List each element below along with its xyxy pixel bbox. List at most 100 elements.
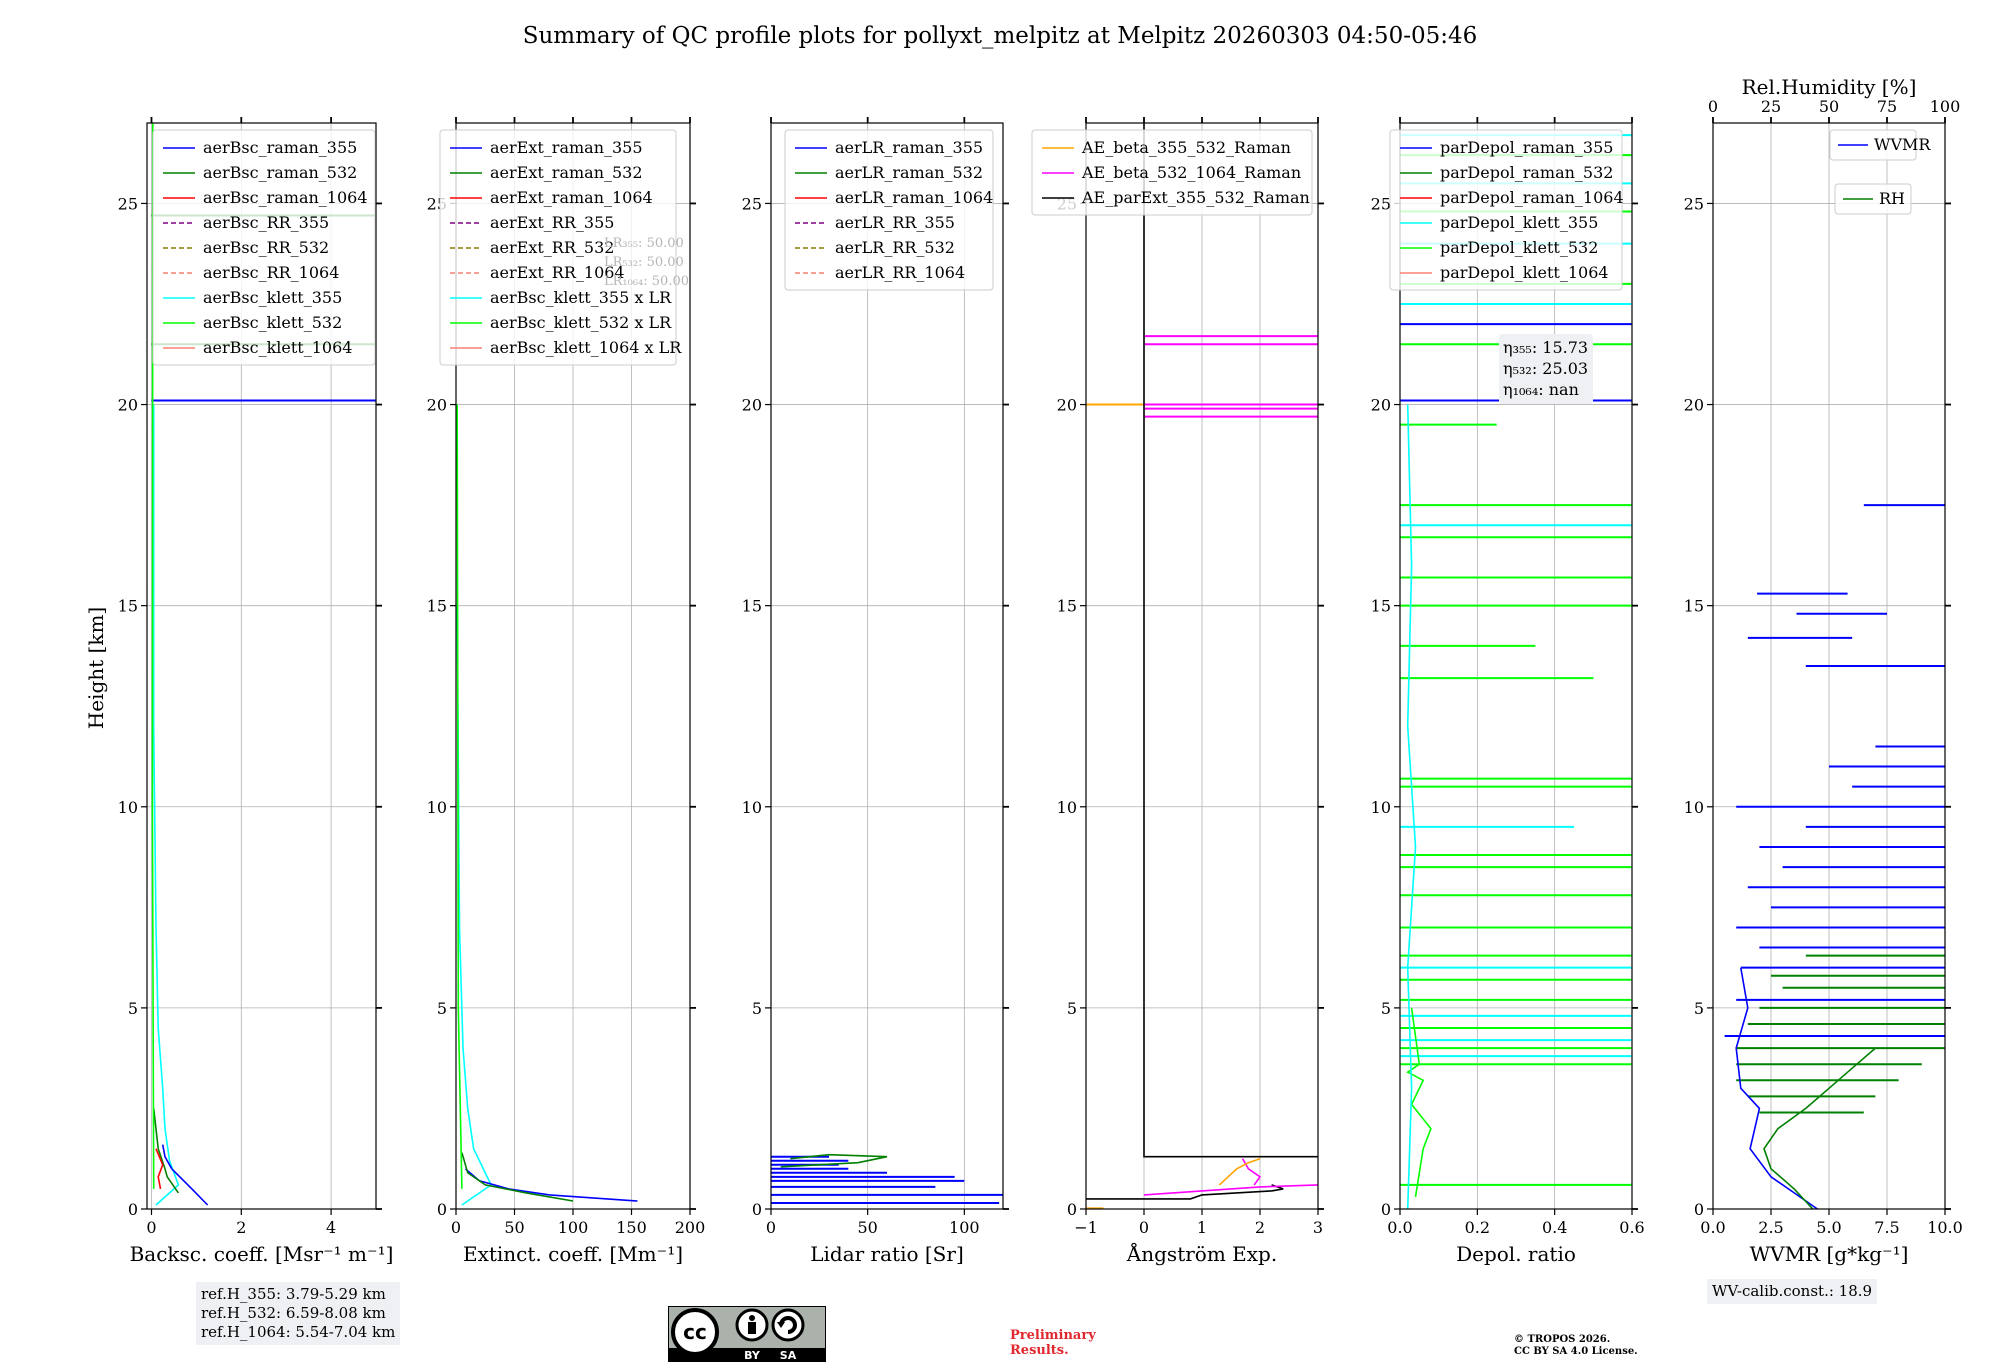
sa-share-icon	[771, 1308, 805, 1342]
by-label: BY	[744, 1349, 761, 1362]
copyright-line-2: CC BY SA 4.0 License.	[1514, 1346, 1638, 1357]
x-tick-label: 200	[675, 1218, 706, 1237]
legend-label: aerLR_RR_355	[835, 213, 955, 232]
series-AE_parExt_355_532_Raman	[1086, 1184, 1284, 1200]
panel-depol: 0 5 10 15 20 25 0.0 0.2 0.4 0.6 Depol. ratio parDep…	[1371, 117, 1645, 1266]
copyright-note: © TROPOS 2026. CC BY SA 4.0 License.	[1514, 1334, 1638, 1358]
top-axis-label: Rel.Humidity [%]	[1742, 75, 1917, 99]
x-tick-label: 0.4	[1542, 1218, 1567, 1237]
preliminary-results-note: Preliminary Results.	[1010, 1328, 1096, 1358]
preliminary-line-2: Results.	[1010, 1343, 1069, 1358]
y-tick-label: 15	[742, 597, 762, 616]
y-tick-label: 25	[1684, 194, 1704, 213]
legend-frame	[439, 129, 677, 366]
legend-label: aerBsc_klett_532 x LR	[490, 313, 672, 332]
y-tick-label: 5	[437, 999, 447, 1018]
ref-height-532: ref.H_532: 6.59-8.08 km	[201, 1304, 386, 1322]
y-tick-label: 15	[1684, 597, 1704, 616]
y-tick-label: 0	[128, 1200, 138, 1219]
y-tick-label: 15	[1057, 597, 1077, 616]
axes-frame	[1399, 122, 1633, 1210]
legend-label: aerLR_raman_355	[835, 138, 983, 157]
y-tick-label: 5	[128, 999, 138, 1018]
eta-annotation: η₃₅₅: 15.73	[1503, 338, 1588, 357]
x-axis-label: Backsc. coeff. [Msr⁻¹ m⁻¹]	[130, 1242, 394, 1266]
legend-label: WVMR	[1874, 135, 1931, 154]
series-AE_parExt_355_532_Raman	[1143, 123, 1318, 1158]
series-AE_beta_532_1064_Raman	[1143, 1184, 1318, 1196]
y-tick-label: 5	[1381, 999, 1391, 1018]
y-tick-label: 20	[742, 396, 762, 415]
lidar-ratio-annotation: LR₃₅₅: 50.00	[604, 236, 684, 251]
cc-circle-icon	[671, 1308, 719, 1356]
series-WVMR	[1735, 967, 1818, 1209]
legend-label: AE_beta_532_1064_Raman	[1081, 163, 1301, 182]
legend-label: AE_parExt_355_532_Raman	[1081, 188, 1310, 207]
legend-frame	[1389, 129, 1623, 291]
axes-frame	[146, 122, 377, 1210]
y-tick-label: 20	[1057, 396, 1077, 415]
legend-label: RH	[1879, 189, 1905, 208]
x-tick-label: 2	[236, 1218, 246, 1237]
plot-data	[456, 404, 638, 1206]
legend: aerLR_raman_355 aerLR_raman_532 aerLR_rama…	[784, 129, 994, 291]
legend-frame	[152, 129, 376, 366]
x-tick-label: 50	[504, 1218, 524, 1237]
top-tick-label: 100	[1930, 97, 1961, 116]
top-tick-label: 25	[1761, 97, 1781, 116]
legend-label: parDepol_raman_355	[1440, 138, 1613, 157]
legend: aerExt_raman_355 aerExt_raman_532 aerExt_r…	[439, 129, 682, 366]
legend-label: aerBsc_klett_355	[203, 288, 342, 307]
series-aerExt_raman_532	[461, 1152, 574, 1202]
x-tick-label: 2.5	[1758, 1218, 1783, 1237]
legend: AE_beta_355_532_Raman AE_beta_532_1064_Ra…	[1031, 129, 1313, 216]
y-tick-label: 0	[437, 1200, 447, 1219]
series-aerBsc_raman_355	[161, 1144, 209, 1206]
legend-label: aerBsc_RR_532	[203, 238, 329, 257]
x-tick-label: 2	[1255, 1218, 1265, 1237]
wv-calibration-constant: WV-calib.const.: 18.9	[1712, 1282, 1873, 1300]
series-aerBsc_raman_1064	[155, 1148, 164, 1190]
y-tick-label: 5	[1067, 999, 1077, 1018]
series-AE_beta_355_532_Raman	[1218, 1157, 1261, 1186]
y-tick-label: 5	[1694, 999, 1704, 1018]
y-tick-label: 20	[427, 396, 447, 415]
y-tick-label: 25	[742, 194, 762, 213]
x-axis-label: Depol. ratio	[1456, 1242, 1576, 1266]
x-tick-label: 1	[1197, 1218, 1207, 1237]
x-tick-label: 10.0	[1927, 1218, 1963, 1237]
ref-height-355: ref.H_355: 3.79-5.29 km	[201, 1285, 386, 1303]
x-axis-label: Ångström Exp.	[1126, 1241, 1277, 1266]
ref-height-1064: ref.H_1064: 5.54-7.04 km	[201, 1323, 396, 1341]
top-tick-label: 0	[1708, 97, 1718, 116]
x-tick-label: 0.2	[1465, 1218, 1490, 1237]
legend-label: aerExt_RR_355	[490, 213, 614, 232]
x-tick-label: 7.5	[1874, 1218, 1899, 1237]
x-tick-label: −1	[1074, 1218, 1098, 1237]
y-tick-label: 0	[752, 1200, 762, 1219]
series-parDepol_klett_355	[1406, 404, 1417, 1209]
series-parDepol_klett_532	[1406, 1007, 1432, 1198]
wv-calibration-box: WV-calib.const.: 18.9	[1707, 1279, 1878, 1304]
x-axis-label: WVMR [g*kg⁻¹]	[1750, 1242, 1909, 1266]
series-aerBsc_raman_532	[152, 1108, 180, 1194]
panel-lidar_ratio: 0 5 10 15 20 25 0 50 100 Lidar ratio [Sr] aerLR_ra…	[742, 117, 1009, 1266]
lidar-ratio-annotation: LR₁₀₆₄: 50.00	[604, 274, 689, 289]
legend-label: AE_beta_355_532_Raman	[1081, 138, 1291, 157]
top-tick-label: 50	[1819, 97, 1839, 116]
y-tick-label: 20	[1684, 396, 1704, 415]
legend-label: aerBsc_raman_355	[203, 138, 357, 157]
figure-title: Summary of QC profile plots for pollyxt_…	[523, 23, 1478, 49]
cc-logo-text: cc	[683, 1320, 707, 1344]
y-tick-label: 0	[1694, 1200, 1704, 1219]
legend-label: aerLR_raman_532	[835, 163, 983, 182]
series-AE_beta_532_1064_Raman	[1241, 1158, 1262, 1186]
y-tick-label: 10	[427, 798, 447, 817]
legend-label: aerBsc_klett_532	[203, 313, 342, 332]
legend-label: parDepol_raman_532	[1440, 163, 1613, 182]
x-tick-label: 0	[1139, 1218, 1149, 1237]
eta-annotation-box	[1499, 334, 1593, 404]
